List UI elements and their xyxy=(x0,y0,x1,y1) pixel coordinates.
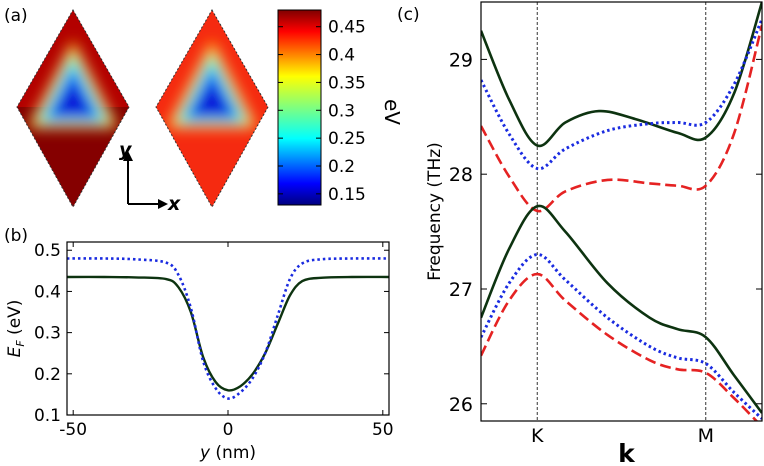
y-tick-label: 27 xyxy=(449,279,473,301)
panel-label-a: (a) xyxy=(4,6,28,26)
y-tick-label: 0.2 xyxy=(34,365,61,385)
panel-c-plot: 29 28 27 26 K Mk Frequency (THz) xyxy=(425,1,763,466)
y-tick-label: 0.4 xyxy=(34,282,61,302)
colorbar-unit-label: eV xyxy=(380,99,404,125)
arrow-label-y: y xyxy=(119,139,133,161)
band-solid-line xyxy=(481,2,762,148)
y-axis-label: Frequency (THz) xyxy=(425,142,445,281)
y-tick-label: 28 xyxy=(449,164,473,186)
band-dotted-line xyxy=(481,253,762,420)
colorbar-tick-label: 0.2 xyxy=(328,157,355,177)
xy-arrows: y x xyxy=(119,139,181,215)
panel-c-frame xyxy=(480,1,763,422)
panel-label-c: (c) xyxy=(397,5,420,25)
y-tick-label: 0.3 xyxy=(34,324,61,344)
panel-b-frame xyxy=(66,241,390,416)
heatmap-right xyxy=(156,10,268,207)
colorbar-tick-label: 0.4 xyxy=(328,46,355,66)
panel-b-plot: -50 0 50 0.5 0.4 0.3 0.2 0.1 y (nm) EF (eV) xyxy=(5,241,394,463)
arrow-label-x: x xyxy=(167,193,181,215)
y-tick-label: 0.5 xyxy=(34,241,61,261)
colorbar xyxy=(277,9,322,206)
x-tick-label: -50 xyxy=(59,420,87,440)
y-tick-label: 29 xyxy=(449,49,473,71)
colorbar-ticks: 0.45 0.4 0.35 0.3 0.25 0.2 0.15 xyxy=(278,18,366,205)
colorbar-tick-label: 0.45 xyxy=(328,18,366,38)
y-axis-label: EF (eV) xyxy=(5,300,27,358)
x-tick-label: K xyxy=(531,425,544,447)
y-tick-label: 26 xyxy=(449,394,473,416)
band-solid-line xyxy=(481,204,762,414)
x-tick-label: M xyxy=(698,425,714,447)
x-tick-label: 0 xyxy=(223,420,234,440)
colorbar-tick-label: 0.3 xyxy=(328,101,355,121)
x-axis-label: k xyxy=(618,439,636,466)
y-tick-label: 0.1 xyxy=(34,406,61,426)
colorbar-tick-label: 0.15 xyxy=(328,185,366,205)
colorbar-tick-label: 0.25 xyxy=(328,129,366,149)
series-solid-line xyxy=(66,275,390,392)
band-dotted-line xyxy=(481,18,762,171)
colorbar-tick-label: 0.35 xyxy=(328,73,366,93)
band-dashed-line xyxy=(481,272,759,421)
panel-label-b: (b) xyxy=(4,226,28,246)
series-dotted-line xyxy=(66,257,390,400)
x-tick-label: 50 xyxy=(372,420,394,440)
x-axis-label: y (nm) xyxy=(199,443,256,463)
band-dashed-line xyxy=(481,24,762,213)
